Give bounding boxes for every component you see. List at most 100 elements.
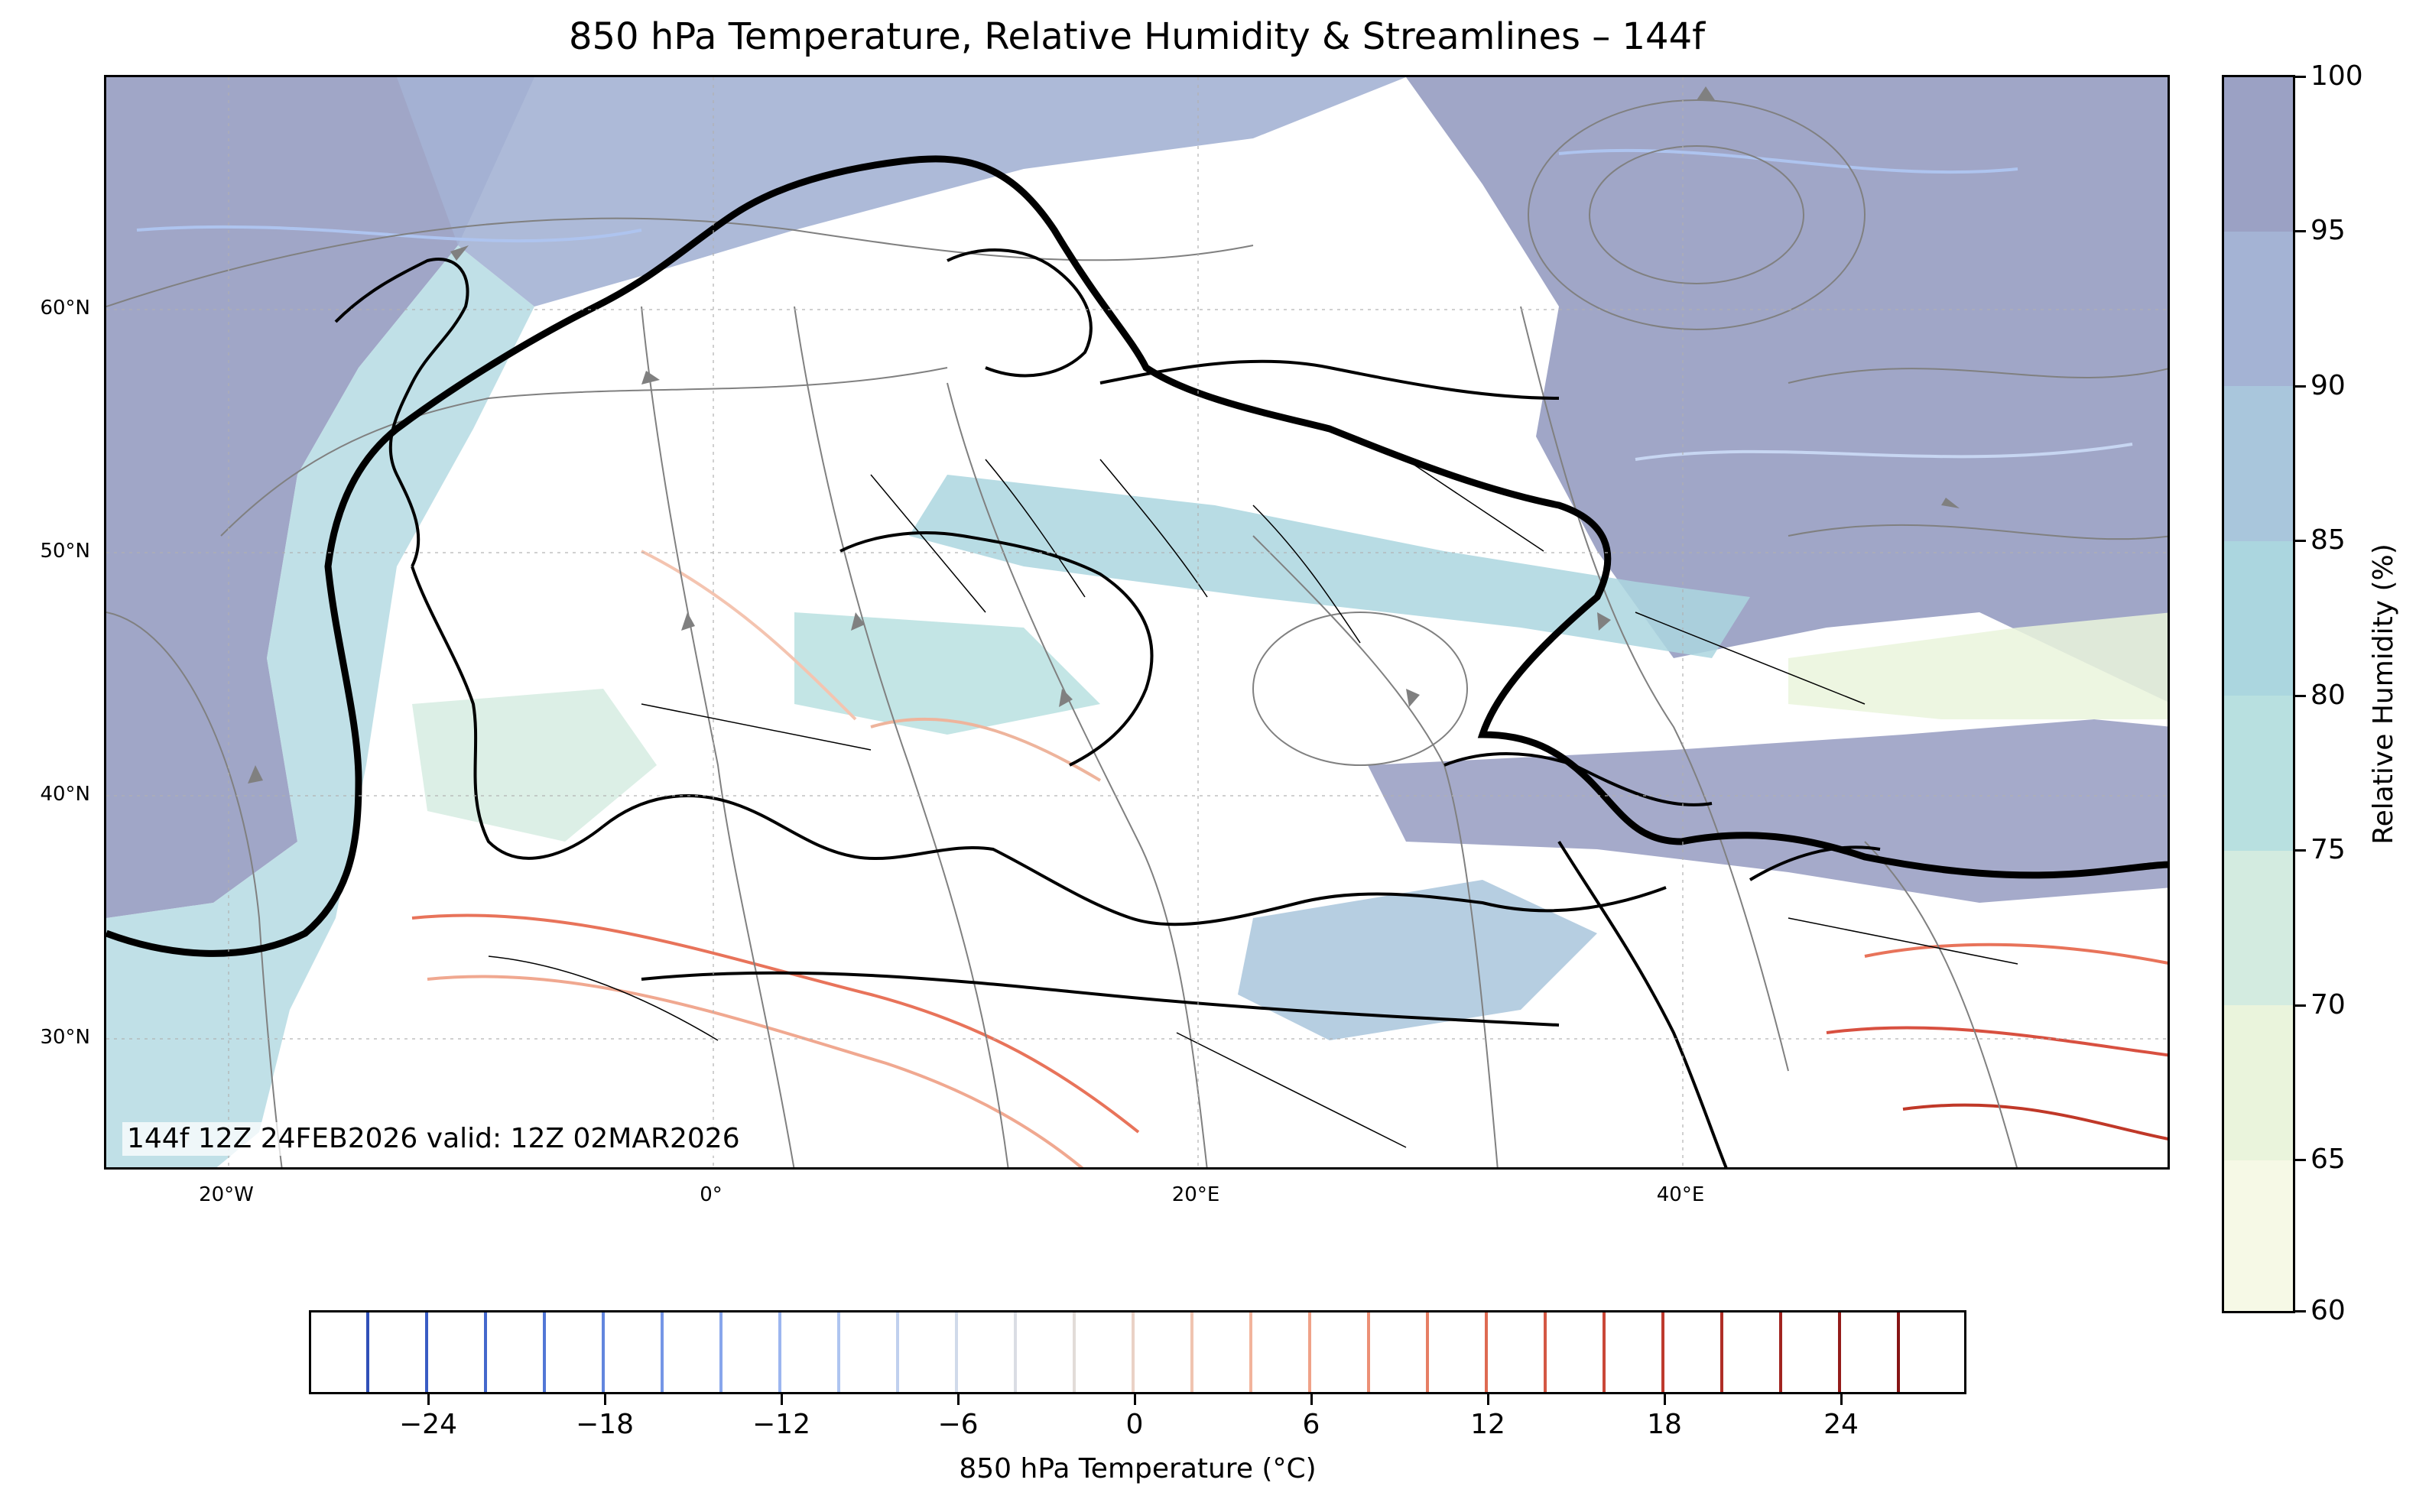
streamlines: [106, 99, 2168, 1167]
temp-tick-label: 18: [1647, 1409, 1682, 1440]
rh-swatch-80-85: [2224, 541, 2293, 696]
temp-tick: [1310, 1394, 1313, 1405]
rh-alps: [794, 612, 1100, 735]
rh-swatch-85-90: [2224, 386, 2293, 541]
temp-level-line: [661, 1312, 664, 1392]
temp-level-line: [778, 1312, 781, 1392]
temp-level-line: [837, 1312, 840, 1392]
rh-tick-label: 65: [2310, 1144, 2346, 1175]
temp-level-line: [1426, 1312, 1429, 1392]
temperature-contours: [136, 148, 2168, 1167]
lat-label-40n: 40°N: [40, 783, 90, 806]
temp-tick-label: −6: [937, 1409, 979, 1440]
rh-swatch-95-100: [2224, 77, 2293, 232]
rh-tick-label: 75: [2310, 834, 2346, 865]
temp-level-line: [602, 1312, 605, 1392]
temp-level-line: [896, 1312, 899, 1392]
lat-label-30n: 30°N: [40, 1026, 90, 1049]
chart-title: 850 hPa Temperature, Relative Humidity &…: [568, 15, 1706, 58]
temp-tick: [957, 1394, 960, 1405]
temp-tick: [604, 1394, 606, 1405]
lat-label-60n: 60°N: [40, 297, 90, 320]
temp-level-line: [1603, 1312, 1606, 1392]
temp-tick-label: −18: [576, 1409, 634, 1440]
temp-tick: [1134, 1394, 1136, 1405]
rh-swatch-70-75: [2224, 851, 2293, 1006]
country-borders: [488, 459, 2018, 1148]
rh-swatch-75-80: [2224, 696, 2293, 851]
rh-tick-label: 60: [2310, 1295, 2346, 1326]
temp-tick: [427, 1394, 430, 1405]
temp-level-line: [1779, 1312, 1782, 1392]
rh-colorbar: [2222, 75, 2295, 1313]
lon-label-20w: 20°W: [199, 1183, 254, 1206]
temp-level-line: [1897, 1312, 1900, 1392]
temperature-colorbar-title: 850 hPa Temperature (°C): [959, 1453, 1317, 1484]
humidity-fill: [106, 77, 2168, 1167]
rh-tick-label: 100: [2310, 60, 2363, 92]
temp-level-line: [1308, 1312, 1311, 1392]
rh-tick: [2295, 76, 2306, 78]
temp-level-line: [1132, 1312, 1135, 1392]
temperature-colorbar: [309, 1310, 1966, 1394]
rh-swatch-60-65: [2224, 1160, 2293, 1311]
temp-level-line: [719, 1312, 723, 1392]
rh-tick-label: 70: [2310, 989, 2346, 1020]
temp-level-line: [543, 1312, 546, 1392]
lat-label-50n: 50°N: [40, 540, 90, 563]
temp-level-line: [1838, 1312, 1841, 1392]
rh-mediterranean: [1238, 880, 1597, 1040]
temp-level-line: [1190, 1312, 1193, 1392]
temp-level-line: [484, 1312, 487, 1392]
weather-map: [106, 77, 2168, 1167]
rh-tick: [2295, 385, 2306, 388]
rh-caucasus: [1788, 612, 2168, 719]
temp-level-line: [1661, 1312, 1664, 1392]
rh-swatch-90-95: [2224, 232, 2293, 387]
rh-tick: [2295, 1004, 2306, 1007]
rh-swatch-65-70: [2224, 1005, 2293, 1160]
temp-tick-label: 12: [1470, 1409, 1505, 1440]
temp-tick-label: 0: [1125, 1409, 1144, 1440]
rh-tick: [2295, 540, 2306, 542]
rh-north-band: [397, 77, 1406, 307]
coastlines: [334, 248, 1881, 1167]
temp-level-line: [1367, 1312, 1370, 1392]
valid-time-label: 144f 12Z 24FEB2026 valid: 12Z 02MAR2026: [122, 1122, 745, 1156]
rh-russia: [1406, 77, 2168, 702]
graticule: [106, 77, 2168, 1167]
map-panel: [104, 75, 2170, 1170]
temp-tick: [1487, 1394, 1489, 1405]
lon-label-0: 0°: [700, 1183, 723, 1206]
rh-iberia: [412, 689, 657, 842]
rh-atlantic-edge: [106, 245, 534, 1167]
rh-tick: [2295, 695, 2306, 697]
temp-level-line: [955, 1312, 958, 1392]
rh-tick: [2295, 849, 2306, 852]
rh-tick: [2295, 1159, 2306, 1161]
temp-tick: [781, 1394, 783, 1405]
temp-level-line: [366, 1312, 369, 1392]
temp-tick: [1840, 1394, 1843, 1405]
temp-level-line: [1544, 1312, 1547, 1392]
freezing-line: [106, 155, 2168, 957]
temp-tick-label: 6: [1302, 1409, 1320, 1440]
lon-label-20e: 20°E: [1171, 1183, 1220, 1206]
temp-tick: [1664, 1394, 1666, 1405]
rh-tick: [2295, 230, 2306, 232]
temp-level-line: [1249, 1312, 1252, 1392]
rh-tick-label: 95: [2310, 215, 2346, 246]
rh-tick-label: 85: [2310, 524, 2346, 556]
temp-level-line: [1485, 1312, 1488, 1392]
temp-level-line: [1014, 1312, 1017, 1392]
lon-label-40e: 40°E: [1656, 1183, 1705, 1206]
temp-level-line: [425, 1312, 428, 1392]
rh-colorbar-title: Relative Humidity (%): [2368, 543, 2399, 845]
rh-central-band: [909, 475, 1750, 658]
temp-tick-label: 24: [1823, 1409, 1859, 1440]
streamline-arrows: [248, 86, 1960, 784]
rh-tick-label: 80: [2310, 680, 2346, 711]
rh-tick: [2295, 1310, 2306, 1312]
rh-tick-label: 90: [2310, 370, 2346, 401]
temp-level-line: [1720, 1312, 1723, 1392]
